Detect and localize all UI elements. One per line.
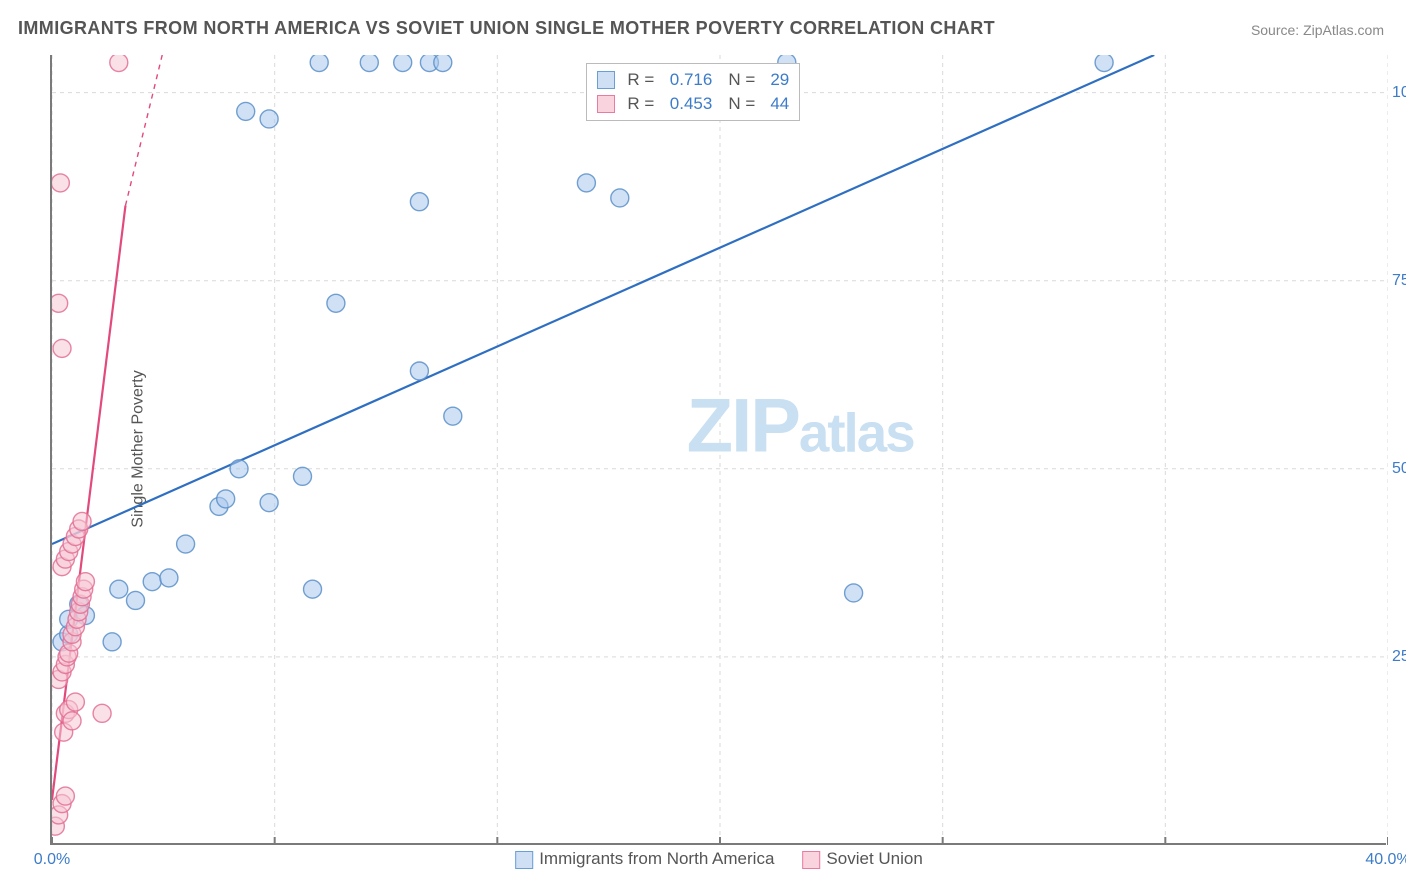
r-label: R = <box>627 68 654 92</box>
legend-swatch <box>802 851 820 869</box>
y-tick-label: 75.0% <box>1392 272 1406 290</box>
y-tick-label: 25.0% <box>1392 648 1406 666</box>
source-value: ZipAtlas.com <box>1303 22 1384 38</box>
chart-title: IMMIGRANTS FROM NORTH AMERICA VS SOVIET … <box>18 18 995 39</box>
plot-area: Single Mother Poverty ZIPatlas R =0.716N… <box>50 55 1386 845</box>
n-label: N = <box>728 92 755 116</box>
legend-swatch <box>515 851 533 869</box>
source-label: Source: <box>1251 22 1299 38</box>
legend-label: Immigrants from North America <box>539 849 774 868</box>
n-value: 44 <box>761 92 789 116</box>
plot-svg <box>52 55 1388 845</box>
y-tick-label: 50.0% <box>1392 460 1406 478</box>
stats-legend-row: R =0.453 N =44 <box>597 92 789 116</box>
legend-swatch <box>597 71 615 89</box>
legend-item: Immigrants from North America <box>515 849 774 869</box>
legend-label: Soviet Union <box>826 849 922 868</box>
x-tick-label: 0.0% <box>34 851 70 869</box>
stats-legend-row: R =0.716 N =29 <box>597 68 789 92</box>
n-value: 29 <box>761 68 789 92</box>
stats-legend: R =0.716 N =29 R =0.453 N =44 <box>586 63 800 121</box>
r-value: 0.453 <box>660 92 712 116</box>
source-attribution: Source: ZipAtlas.com <box>1251 22 1384 38</box>
chart-container: IMMIGRANTS FROM NORTH AMERICA VS SOVIET … <box>0 0 1406 892</box>
y-tick-label: 100.0% <box>1392 84 1406 102</box>
legend-swatch <box>597 95 615 113</box>
x-tick-label: 40.0% <box>1365 851 1406 869</box>
r-value: 0.716 <box>660 68 712 92</box>
legend-item: Soviet Union <box>802 849 922 869</box>
n-label: N = <box>728 68 755 92</box>
r-label: R = <box>627 92 654 116</box>
series-legend: Immigrants from North America Soviet Unio… <box>505 847 933 871</box>
